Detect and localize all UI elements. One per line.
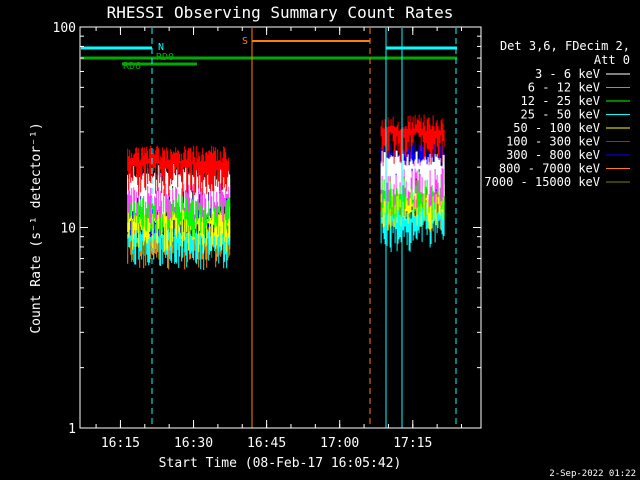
x-tick-label: 17:00 <box>320 436 359 451</box>
legend-label: 12 - 25 keV <box>521 94 600 108</box>
x-tick-label: 16:15 <box>101 436 140 451</box>
series-trace-1 <box>127 145 231 197</box>
legend-label: 50 - 100 keV <box>513 121 600 135</box>
legend-title-line-2: Att 0 <box>594 53 630 67</box>
x-tick-label: 17:15 <box>393 436 432 451</box>
y-axis: 1 10 100 <box>53 21 481 437</box>
legend-label: 300 - 800 keV <box>506 148 600 162</box>
annotation-label: RD0 <box>156 52 174 63</box>
x-tick-label: 16:30 <box>174 436 213 451</box>
chart-title: RHESSI Observing Summary Count Rates <box>107 3 454 22</box>
y-tick-label: 10 <box>60 222 76 237</box>
legend-label: 100 - 300 keV <box>506 135 600 149</box>
annotation-label: RD6 <box>123 61 141 72</box>
legend-label: 7000 - 15000 keV <box>484 175 600 189</box>
annotation-label: S <box>242 36 248 47</box>
legend-title-line-1: Det 3,6, FDecim 2, <box>500 39 630 53</box>
legend-label: 3 - 6 keV <box>535 67 600 81</box>
x-axis-label: Start Time (08-Feb-17 16:05:42) <box>159 456 402 471</box>
legend-label: 6 - 12 keV <box>528 81 600 95</box>
y-tick-label: 1 <box>68 422 76 437</box>
x-axis: 16:15 16:30 16:45 17:00 17:15 <box>95 27 463 451</box>
annotation-label: N <box>158 42 164 53</box>
x-tick-label: 16:45 <box>247 436 286 451</box>
legend-label: 800 - 7000 keV <box>499 162 600 176</box>
legend-label: 25 - 50 keV <box>521 108 600 122</box>
footer-date: 2-Sep-2022 01:22 <box>549 469 636 479</box>
y-axis-label: Count Rate (s⁻¹ detector⁻¹) <box>29 122 44 333</box>
y-tick-label: 100 <box>53 21 76 36</box>
